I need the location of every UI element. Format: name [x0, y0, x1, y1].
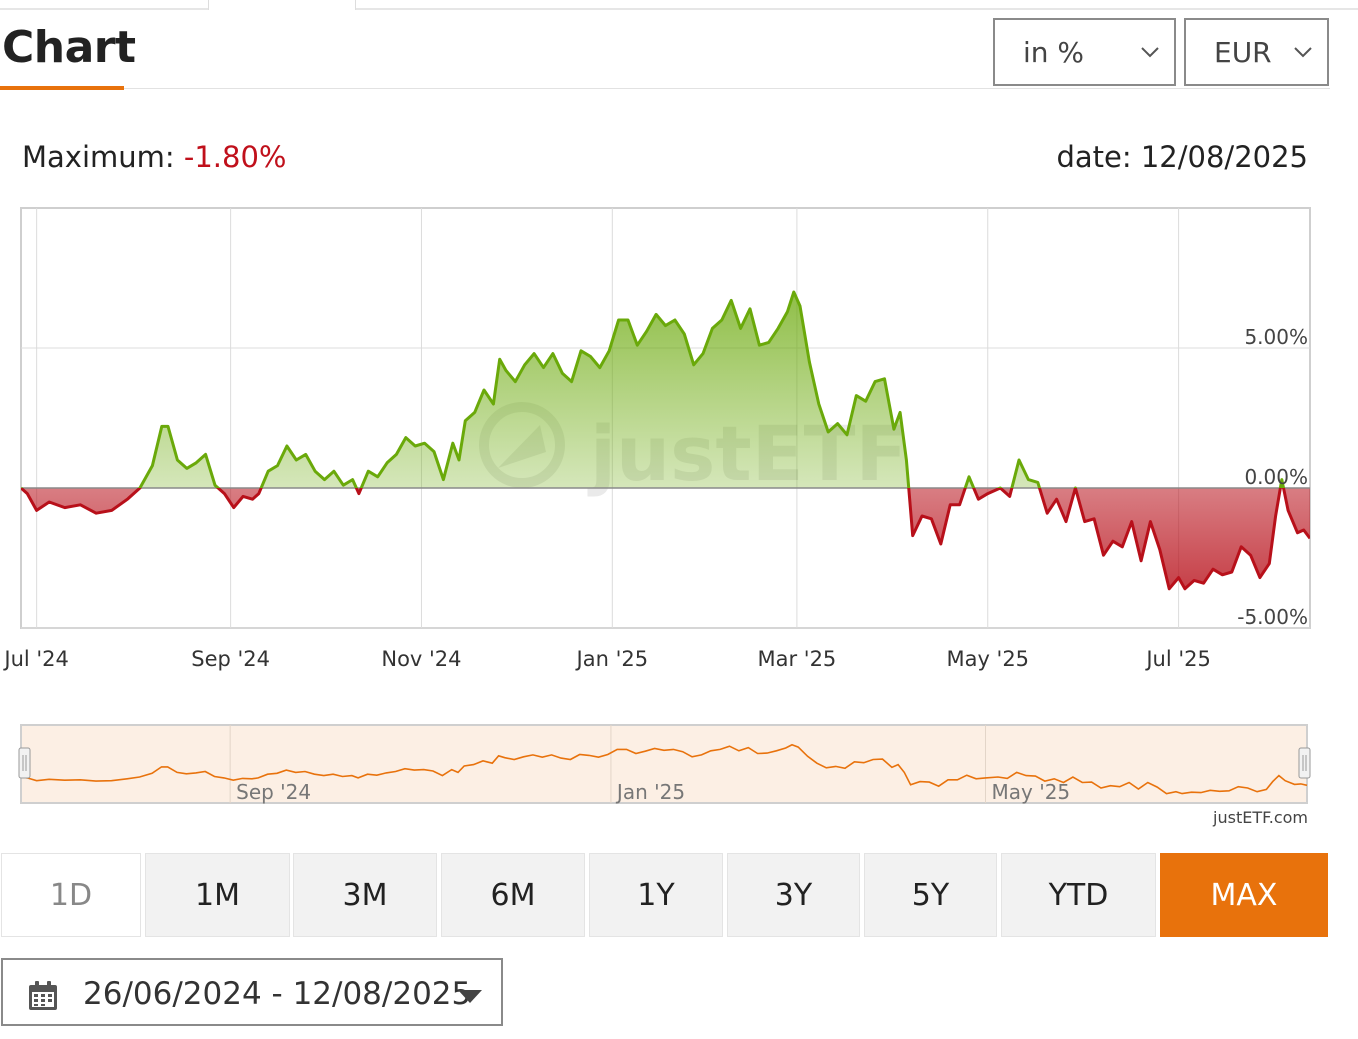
currency-select[interactable]: EUR [1184, 18, 1329, 86]
navigator-series-line [20, 743, 1308, 795]
navigator-tick-label: Sep '24 [236, 780, 311, 804]
top-tab-strip [0, 0, 1358, 10]
title-rule [124, 88, 1330, 89]
period-button-1y[interactable]: 1Y [589, 853, 723, 937]
negative-area [21, 488, 1310, 589]
page-title: Chart [2, 22, 136, 73]
y-tick-label: 0.00% [1244, 465, 1308, 489]
navigator-handle-left[interactable] [18, 747, 31, 779]
performance-chart[interactable]: Jul '24 Sep '24 Nov '24 Jan '25 Mar '25 May '… [0, 190, 1330, 680]
period-button-1d[interactable]: 1D [1, 853, 141, 937]
maximum-readout: Maximum: -1.80% [22, 140, 286, 174]
period-button-1m[interactable]: 1M [145, 853, 290, 937]
navigator-tick-label: May '25 [992, 780, 1071, 804]
period-selector: 1D 1M 3M 6M 1Y 3Y 5Y YTD MAX [0, 853, 1330, 939]
maximum-label: Maximum: [22, 140, 184, 174]
mode-select-value: in % [1023, 35, 1085, 69]
x-tick-label: Sep '24 [191, 647, 270, 671]
period-button-max[interactable]: MAX [1160, 853, 1328, 937]
date-range-value: 26/06/2024 - 12/08/2025 [83, 976, 472, 1012]
period-button-ytd[interactable]: YTD [1001, 853, 1156, 937]
x-tick-label: Jul '25 [1144, 647, 1211, 671]
period-button-6m[interactable]: 6M [441, 853, 585, 937]
navigator-handle-right[interactable] [1298, 747, 1311, 779]
credit-label: justETF.com [1213, 808, 1308, 827]
chevron-down-icon [1294, 47, 1312, 58]
x-tick-label: Jul '24 [2, 647, 69, 671]
x-tick-label: May '25 [946, 647, 1029, 671]
caret-down-icon [458, 990, 482, 1003]
period-button-3y[interactable]: 3Y [727, 853, 860, 937]
positive-area [21, 292, 1310, 488]
range-navigator[interactable]: Sep '24 Jan '25 May '25 [0, 715, 1330, 810]
top-tab[interactable] [208, 0, 356, 10]
x-tick-label: Nov '24 [381, 647, 461, 671]
y-tick-label: -5.00% [1237, 605, 1308, 629]
period-button-5y[interactable]: 5Y [864, 853, 997, 937]
period-button-3m[interactable]: 3M [293, 853, 437, 937]
title-underline [0, 86, 124, 90]
maximum-value: -1.80% [183, 140, 287, 174]
navigator-tick-label: Jan '25 [615, 780, 685, 804]
date-readout: date: 12/08/2025 [1056, 140, 1308, 174]
x-tick-label: Jan '25 [575, 647, 649, 671]
calendar-icon [29, 981, 57, 1010]
series-line-negative [21, 488, 1310, 591]
series-line-positive [21, 290, 1286, 488]
currency-select-value: EUR [1214, 35, 1272, 69]
y-tick-label: 5.00% [1244, 325, 1308, 349]
date-range-picker[interactable]: 26/06/2024 - 12/08/2025 [1, 958, 503, 1026]
chevron-down-icon [1141, 47, 1159, 58]
x-tick-label: Mar '25 [758, 647, 837, 671]
mode-select[interactable]: in % [993, 18, 1176, 86]
navigator-window[interactable] [20, 724, 1308, 804]
